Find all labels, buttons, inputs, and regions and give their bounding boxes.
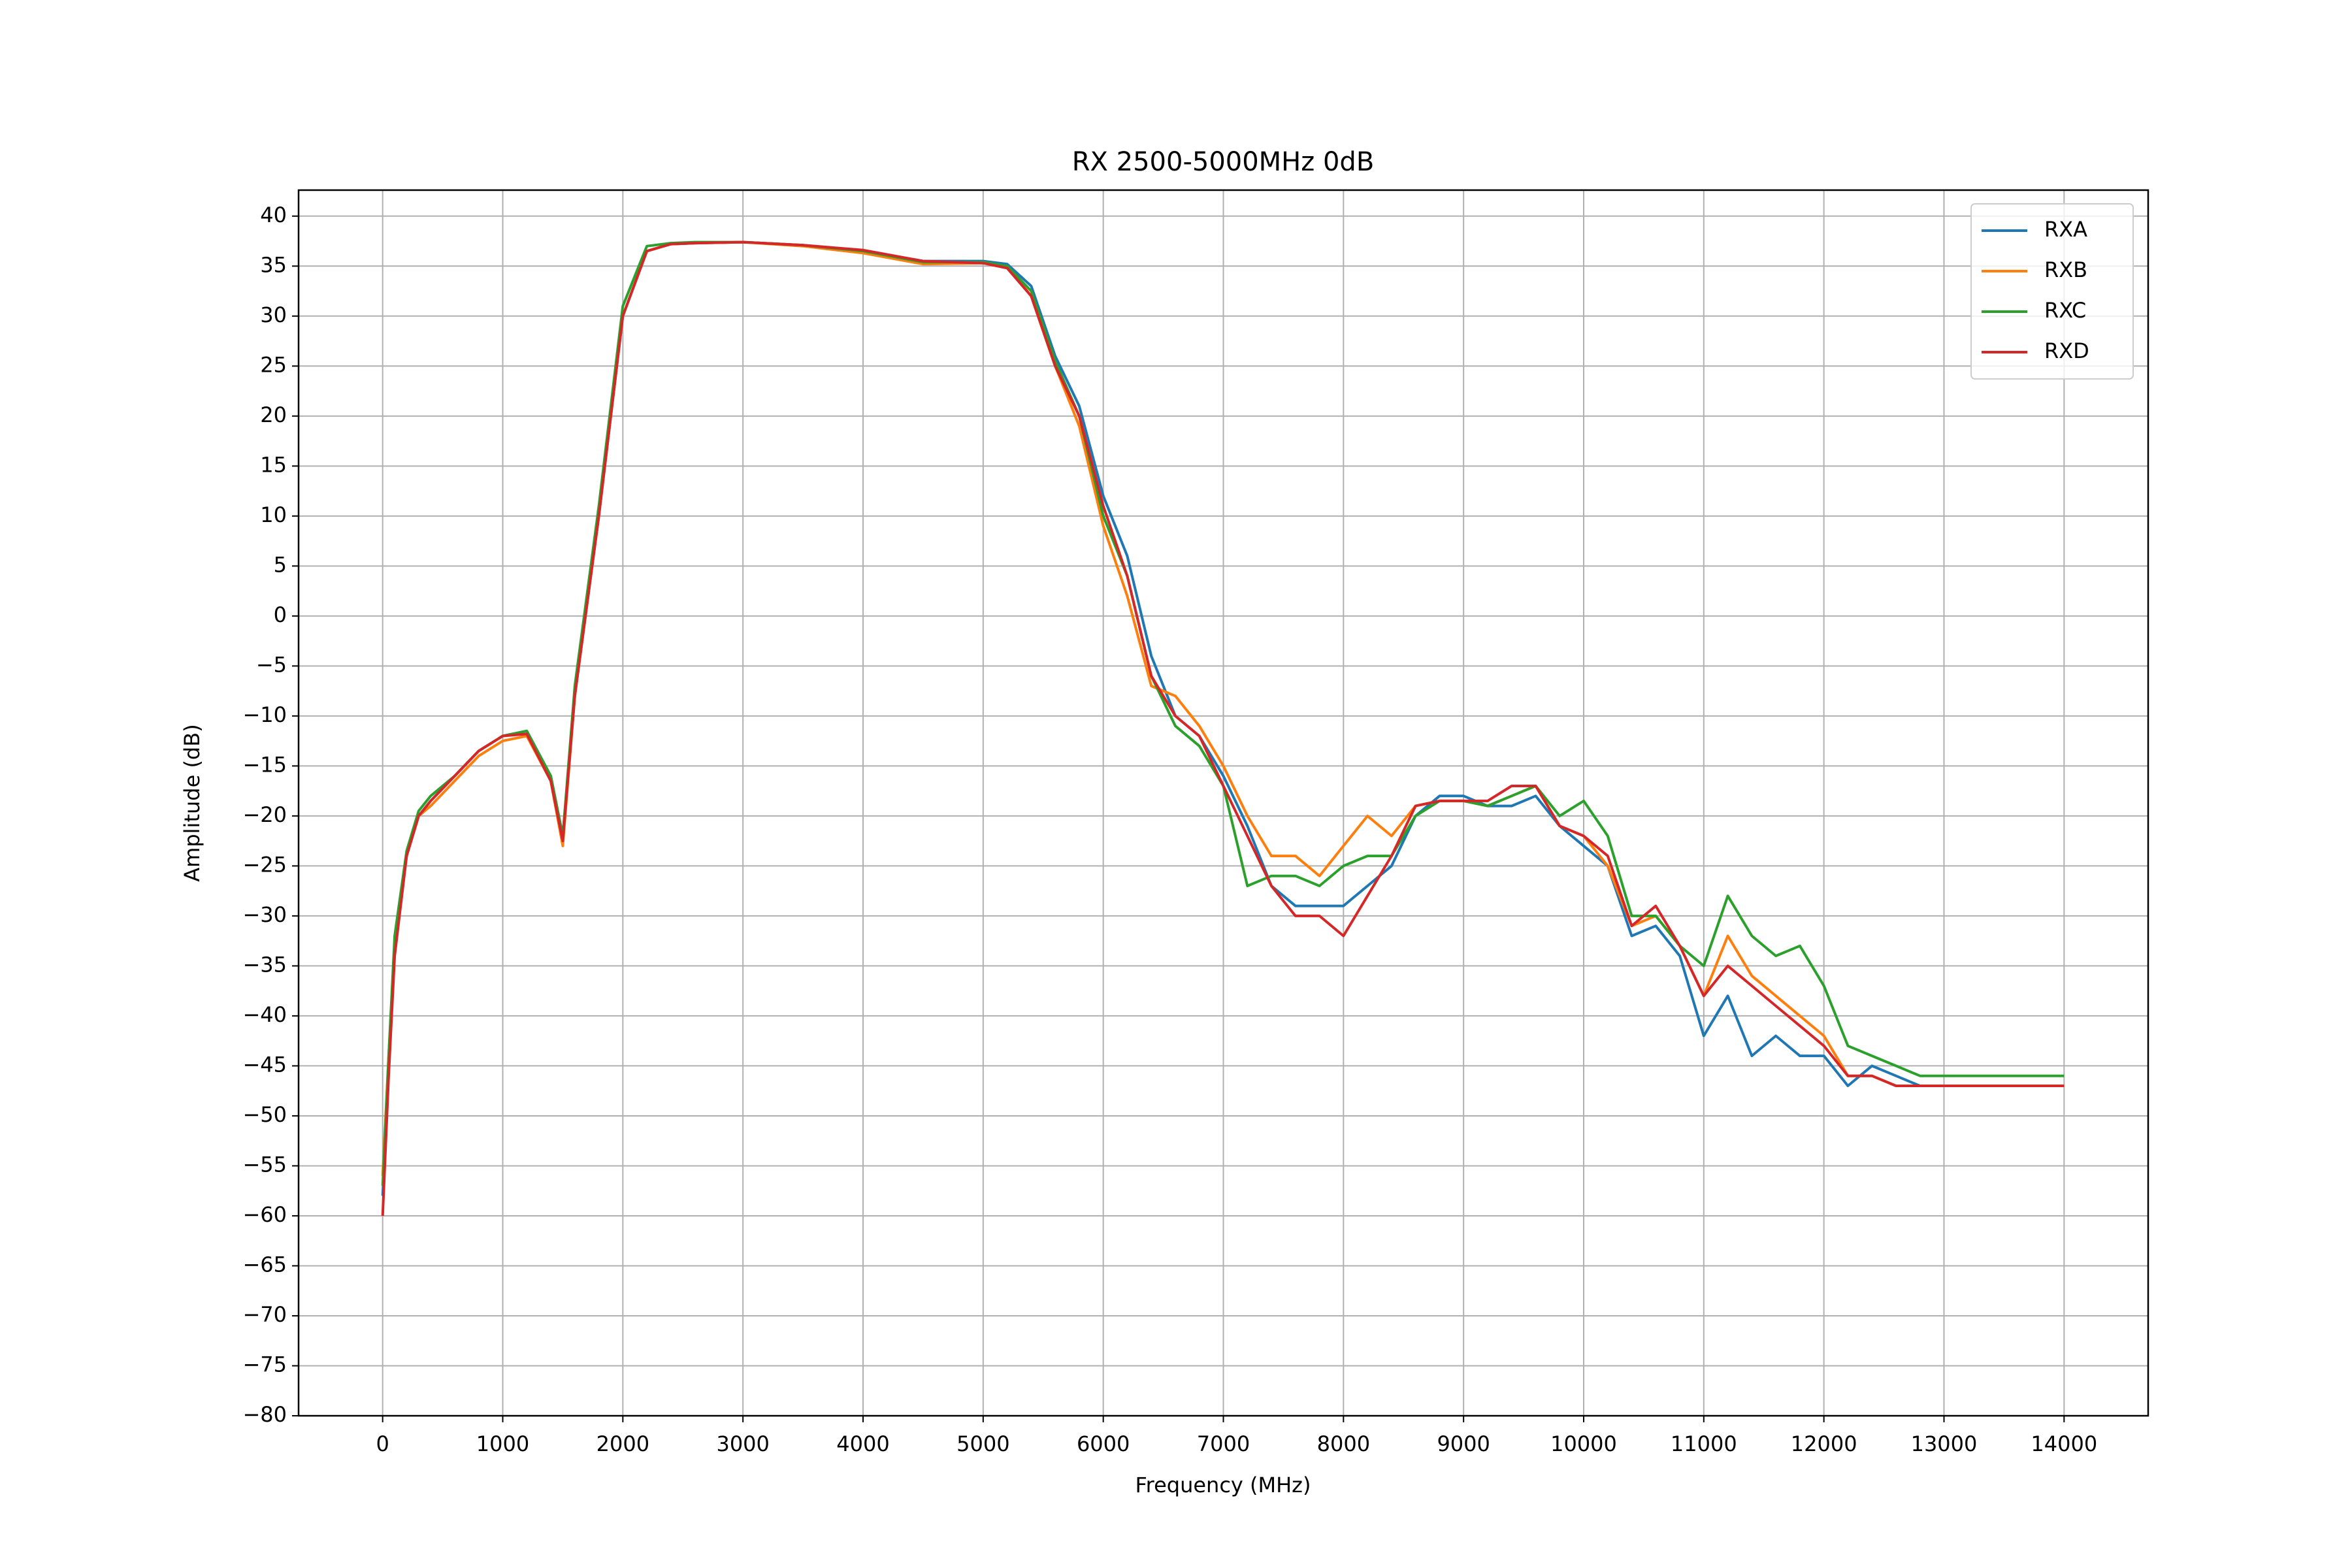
y-tick-label: −20 (242, 802, 287, 827)
y-tick-label: 10 (260, 502, 287, 527)
x-tick-label: 8000 (1317, 1431, 1370, 1456)
y-tick-label: 5 (274, 552, 287, 577)
x-tick-label: 4000 (836, 1431, 889, 1456)
x-tick-label: 7000 (1197, 1431, 1250, 1456)
y-tick-label: 35 (260, 252, 287, 277)
x-tick-label: 3000 (716, 1431, 769, 1456)
y-tick-label: −65 (242, 1252, 287, 1277)
legend-label: RXC (2044, 298, 2086, 323)
y-tick-label: −25 (242, 852, 287, 877)
y-tick-label: 0 (274, 602, 287, 627)
y-tick-label: −80 (242, 1402, 287, 1427)
x-tick-label: 12000 (1791, 1431, 1857, 1456)
y-tick-label: −10 (242, 702, 287, 727)
legend-label: RXA (2044, 217, 2087, 242)
y-tick-label: −45 (242, 1052, 287, 1077)
y-tick-label: 15 (260, 452, 287, 477)
y-tick-label: 30 (260, 302, 287, 327)
y-tick-label: −35 (242, 952, 287, 977)
x-tick-label: 10000 (1550, 1431, 1617, 1456)
legend-label: RXB (2044, 257, 2087, 282)
plot-frame (297, 189, 2149, 1417)
x-tick-label: 11000 (1671, 1431, 1737, 1456)
x-tick-label: 1000 (476, 1431, 529, 1456)
y-tick-label: −30 (242, 902, 287, 927)
y-tick-label: −5 (256, 652, 287, 677)
y-tick-label: 20 (260, 402, 287, 427)
y-tick-label: −50 (242, 1102, 287, 1127)
x-tick-label: 13000 (1911, 1431, 1978, 1456)
y-tick-label: 25 (260, 352, 287, 377)
y-tick-label: −75 (242, 1352, 287, 1377)
x-tick-label: 5000 (956, 1431, 1009, 1456)
x-tick-label: 14000 (2031, 1431, 2097, 1456)
legend-label: RXD (2044, 338, 2089, 363)
legend-box (1970, 203, 2134, 380)
y-tick-label: −15 (242, 752, 287, 777)
x-axis-label: Frequency (MHz) (1135, 1473, 1311, 1497)
y-tick-label: −70 (242, 1302, 287, 1327)
x-tick-label: 0 (376, 1431, 389, 1456)
x-tick-label: 6000 (1077, 1431, 1130, 1456)
chart-title: RX 2500-5000MHz 0dB (1072, 147, 1375, 177)
y-axis-label: Amplitude (dB) (180, 724, 204, 881)
y-tick-label: −55 (242, 1152, 287, 1177)
y-tick-label: −40 (242, 1002, 287, 1027)
series-line (381, 240, 2065, 1217)
x-tick-label: 9000 (1437, 1431, 1490, 1456)
y-tick-label: −60 (242, 1202, 287, 1227)
x-tick-label: 2000 (596, 1431, 649, 1456)
y-tick-label: 40 (260, 203, 287, 227)
